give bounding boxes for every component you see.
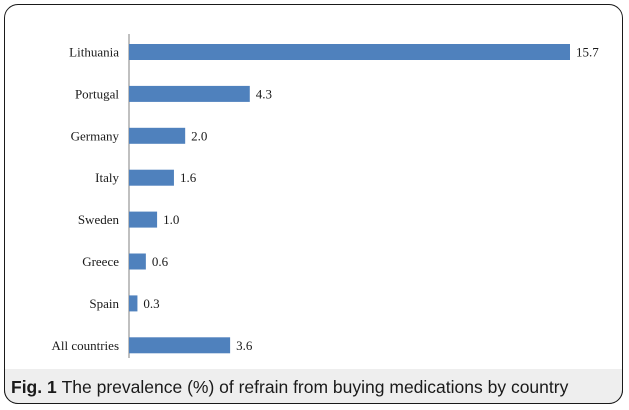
- category-label-italy: Italy: [95, 170, 119, 185]
- value-label-greece: 0.6: [152, 254, 169, 269]
- value-label-spain: 0.3: [143, 296, 159, 311]
- category-label-spain: Spain: [89, 296, 119, 311]
- value-label-all-countries: 3.6: [236, 338, 253, 353]
- bar-all-countries: [129, 337, 231, 354]
- category-label-all-countries: All countries: [51, 338, 119, 353]
- category-label-germany: Germany: [71, 128, 120, 143]
- bar-sweden: [129, 211, 158, 228]
- bars-layer: Lithuania 15.7 Portugal 4.3 Germany 2.0 Italy 1…: [51, 44, 599, 354]
- figure-caption: Fig. 1 The prevalence (%) of refrain fro…: [11, 372, 623, 402]
- bar-italy: [129, 169, 174, 186]
- value-label-sweden: 1.0: [163, 212, 179, 227]
- figure-frame: [4, 4, 623, 404]
- value-label-germany: 2.0: [191, 128, 207, 143]
- category-label-greece: Greece: [82, 254, 119, 269]
- category-label-portugal: Portugal: [75, 86, 119, 101]
- bar-lithuania: [129, 44, 570, 60]
- value-label-italy: 1.6: [180, 170, 197, 185]
- category-label-lithuania: Lithuania: [69, 45, 119, 60]
- bar-spain: [129, 295, 138, 312]
- category-label-sweden: Sweden: [78, 212, 120, 227]
- figure-label: Fig. 1: [11, 377, 57, 397]
- value-label-portugal: 4.3: [256, 86, 272, 101]
- bar-greece: [129, 253, 146, 270]
- bar-chart: Lithuania 15.7 Portugal 4.3 Germany 2.0 Italy 1…: [51, 34, 599, 358]
- value-label-lithuania: 15.7: [576, 45, 599, 60]
- bar-germany: [129, 127, 186, 144]
- caption-text: The prevalence (%) of refrain from buyin…: [61, 377, 569, 397]
- bar-portugal: [129, 85, 250, 102]
- caption-band: [4, 369, 623, 404]
